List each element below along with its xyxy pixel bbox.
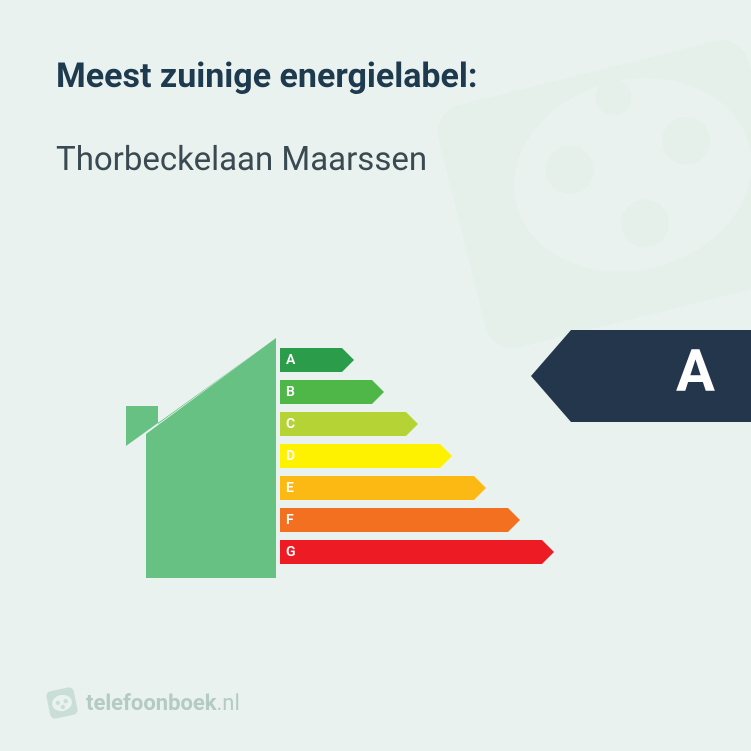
footer-brand: telefoonboek.nl (86, 691, 240, 716)
badge-letter: A (676, 338, 715, 406)
bar-label: A (286, 350, 295, 370)
bar-label: C (286, 414, 295, 434)
bar-label: G (286, 542, 296, 562)
bar-label: B (286, 382, 295, 402)
bar-arrow-icon (280, 540, 554, 564)
bar-arrow-icon (280, 444, 452, 468)
card: Meest zuinige energielabel: Thorbeckelaa… (0, 0, 751, 751)
rating-badge: A (531, 330, 751, 422)
house-icon (116, 338, 276, 578)
bar-arrow-icon (280, 380, 384, 404)
page-title: Meest zuinige energielabel: (56, 56, 695, 96)
bar-label: D (286, 446, 295, 466)
footer: telefoonboek.nl (48, 689, 240, 717)
bar-arrow-icon (280, 508, 520, 532)
footer-brand-bold: telefoonboek (86, 691, 217, 716)
bar-label: E (286, 478, 294, 498)
location-subtitle: Thorbeckelaan Maarssen (56, 140, 695, 179)
bar-label: F (286, 510, 294, 530)
bar-arrow-icon (280, 412, 418, 436)
badge-shape-icon (531, 330, 751, 422)
energy-label-chart: ABCDEFG A (0, 330, 751, 630)
footer-brand-light: .nl (217, 691, 240, 716)
bar-arrow-icon (280, 476, 486, 500)
footer-logo-icon (45, 686, 78, 719)
